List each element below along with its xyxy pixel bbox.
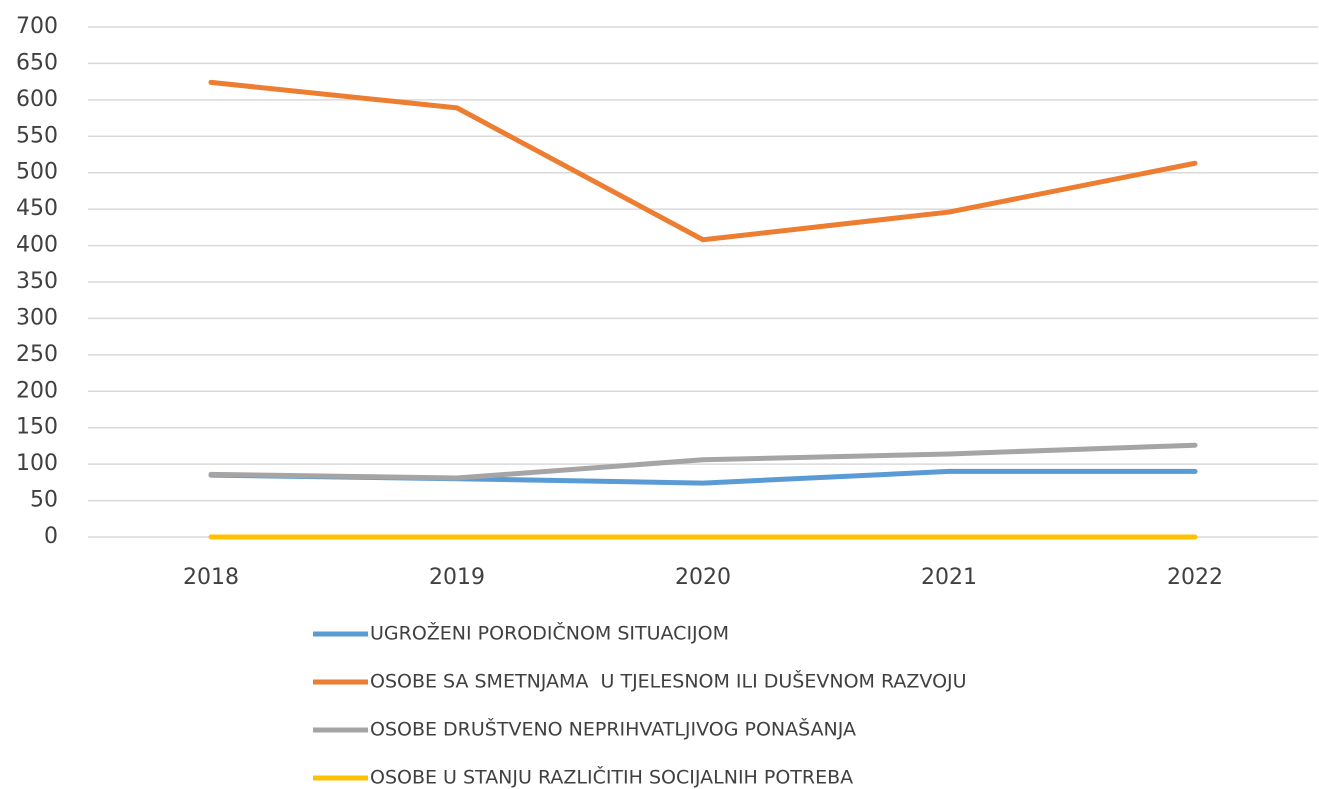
y-tick-label: 700 [16, 14, 58, 39]
legend-label: OSOBE U STANJU RAZLIČITIH SOCIJALNIH POT… [370, 765, 853, 789]
x-tick-label: 2022 [1167, 565, 1223, 590]
x-tick-label: 2020 [675, 565, 731, 590]
y-tick-label: 200 [16, 378, 58, 403]
y-tick-label: 50 [30, 488, 58, 513]
legend-label: OSOBE SA SMETNJAMA U TJELESNOM ILI DUŠEV… [370, 669, 967, 693]
legend-label: OSOBE DRUŠTVENO NEPRIHVATLJIVOG PONAŠANJ… [370, 717, 856, 741]
y-tick-label: 500 [16, 160, 58, 185]
x-tick-label: 2018 [183, 565, 239, 590]
y-tick-label: 450 [16, 196, 58, 221]
y-tick-label: 650 [16, 50, 58, 75]
series-line [208, 442, 1198, 481]
legend-label: UGROŽENI PORODIČNOM SITUACIJOM [370, 621, 729, 645]
y-tick-label: 350 [16, 269, 58, 294]
y-tick-label: 0 [44, 524, 58, 549]
y-tick-label: 400 [16, 233, 58, 258]
x-tick-label: 2021 [921, 565, 977, 590]
y-tick-label: 300 [16, 305, 58, 330]
y-tick-label: 100 [16, 451, 58, 476]
series-line [208, 79, 1198, 243]
y-tick-label: 600 [16, 87, 58, 112]
y-tick-label: 550 [16, 123, 58, 148]
y-tick-label: 250 [16, 342, 58, 367]
x-tick-label: 2019 [429, 565, 485, 590]
y-tick-label: 150 [16, 415, 58, 440]
